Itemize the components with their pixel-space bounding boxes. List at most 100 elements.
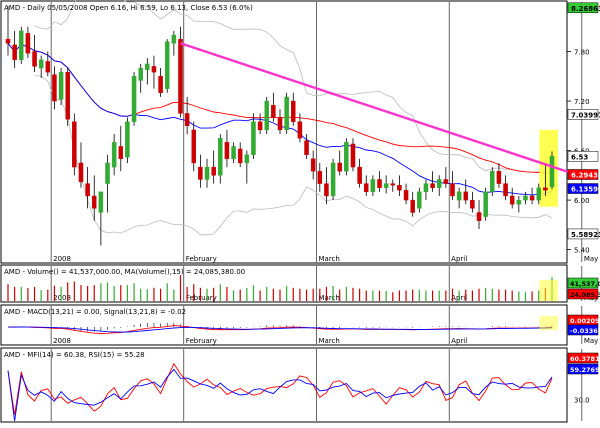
value-badge-label: 6.29435	[571, 172, 600, 180]
candle-body	[52, 74, 57, 102]
candle-body	[244, 154, 250, 164]
upper-band-line	[34, 0, 553, 173]
candle-body	[151, 66, 157, 73]
candle-body	[543, 187, 548, 191]
x-axis-label: April	[451, 337, 467, 345]
candle-body	[536, 187, 541, 201]
candle-body	[111, 142, 117, 168]
candle-body	[19, 30, 24, 60]
candle-body	[178, 38, 183, 114]
candle-body	[450, 183, 455, 197]
candle-body	[436, 179, 442, 188]
candle-body	[344, 142, 349, 172]
value-badge	[567, 228, 599, 240]
candle-body	[158, 76, 163, 93]
macd-badge-label: 0.0020999	[570, 317, 600, 325]
x-axis-label: 2008	[53, 255, 71, 263]
price-tick-label: 7.80	[574, 49, 590, 57]
rsi-line	[7, 368, 553, 422]
mfi-badge	[567, 352, 599, 364]
candle-body	[509, 195, 515, 205]
price-title: AMD - Daily 05/05/2008 Open 6.16, Hi 6.5…	[4, 4, 253, 12]
candle-body	[291, 100, 296, 122]
macd-badge-label: -0.03367	[570, 327, 600, 335]
candle-body	[98, 191, 104, 213]
value-badge	[567, 109, 599, 120]
macd-panel	[0, 304, 568, 346]
candle-body	[145, 63, 150, 70]
candle-body	[91, 195, 97, 209]
volume-badge	[567, 288, 599, 300]
candle-body	[45, 61, 51, 73]
candle-body	[383, 183, 389, 188]
candle-body	[164, 41, 170, 89]
candle-body	[32, 51, 37, 67]
candle-body	[350, 143, 356, 168]
candle-body	[304, 140, 309, 155]
candle-body	[443, 179, 449, 184]
candle-body	[297, 121, 303, 139]
candle-body	[138, 67, 143, 81]
mfi-title: AMD - MFI(14) = 60.38, RSI(15) = 55.28	[4, 351, 145, 359]
x-axis-label: March	[318, 337, 339, 345]
candle-body	[184, 113, 190, 127]
volume-badge-label: 41,537,00	[570, 280, 600, 288]
x-axis-label: February	[186, 255, 217, 263]
candle-body	[191, 129, 197, 164]
candle-body	[224, 142, 230, 160]
candle-body	[324, 183, 329, 197]
candle-body	[58, 71, 64, 100]
x-axis-label: May	[584, 337, 598, 345]
mfi-badge	[567, 363, 599, 375]
candle-body	[390, 183, 396, 186]
value-badge-label: 7.03997	[571, 111, 600, 119]
price-tick-label: 7.20	[574, 98, 590, 106]
candle-body	[38, 59, 44, 69]
volume-badge-label: 24,085,38	[570, 291, 600, 299]
value-badge	[567, 151, 599, 162]
highlight-box	[539, 129, 558, 207]
price-tick-label: 5.40	[574, 247, 590, 255]
candle-body	[549, 156, 555, 188]
value-badge-label: 6.13598	[571, 186, 600, 194]
candle-body	[529, 195, 535, 201]
mfi-panel	[0, 347, 568, 423]
candle-body	[131, 76, 137, 122]
candle-body	[357, 166, 362, 184]
price-tick-label: 6.00	[574, 197, 590, 205]
candle-body	[456, 191, 462, 201]
candle-body	[257, 121, 263, 131]
candle-body	[483, 191, 488, 217]
candle-body	[78, 162, 84, 183]
macd-signal-line	[7, 326, 553, 333]
mfi-tick-label: 30.0	[574, 396, 590, 404]
candle-body	[330, 162, 336, 197]
x-axis-label: February	[186, 337, 217, 345]
candle-body	[25, 33, 31, 54]
mfi-line	[7, 362, 553, 415]
value-badge	[567, 2, 599, 14]
candle-body	[72, 121, 77, 168]
candle-body	[5, 38, 11, 44]
candle-body	[231, 146, 236, 160]
x-axis-label: 2008	[53, 337, 71, 345]
candle-body	[310, 158, 316, 172]
candle-body	[496, 171, 502, 184]
trendline	[180, 42, 579, 177]
x-axis-label: May	[584, 255, 598, 263]
candle-body	[410, 199, 415, 213]
x-axis-label: March	[318, 294, 339, 302]
price-panel	[0, 0, 568, 264]
candle-body	[284, 96, 289, 131]
macd-highlight	[539, 316, 558, 330]
candle-body	[105, 162, 110, 184]
volume-badge	[567, 277, 599, 289]
value-badge-label: 5.58923	[571, 231, 600, 239]
x-axis-label: 2008	[53, 294, 71, 302]
candle-body	[125, 121, 130, 158]
candle-body	[264, 100, 269, 131]
candle-body	[490, 171, 495, 193]
x-axis-label: April	[451, 255, 467, 263]
candle-body	[317, 171, 323, 184]
candle-body	[251, 121, 256, 155]
